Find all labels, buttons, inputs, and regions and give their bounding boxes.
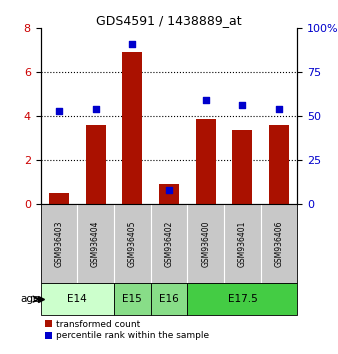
Text: E16: E16 xyxy=(159,294,179,304)
Bar xyxy=(187,283,297,315)
Text: GSM936406: GSM936406 xyxy=(274,220,284,267)
Bar xyxy=(86,125,106,204)
Point xyxy=(166,187,172,192)
Text: age: age xyxy=(21,294,40,304)
Bar xyxy=(159,184,179,204)
Point xyxy=(203,97,209,103)
Text: E17.5: E17.5 xyxy=(227,294,257,304)
Bar xyxy=(151,283,187,315)
Bar xyxy=(49,193,69,204)
Text: E14: E14 xyxy=(67,294,87,304)
Bar xyxy=(41,283,114,315)
Text: GSM936401: GSM936401 xyxy=(238,220,247,267)
Text: GSM936405: GSM936405 xyxy=(128,220,137,267)
Point xyxy=(129,41,135,47)
Bar xyxy=(269,125,289,204)
Text: GSM936402: GSM936402 xyxy=(165,220,173,267)
Bar xyxy=(114,283,151,315)
Point xyxy=(93,106,98,112)
Text: GSM936404: GSM936404 xyxy=(91,220,100,267)
Text: E15: E15 xyxy=(122,294,142,304)
Point xyxy=(276,106,282,112)
Text: GSM936403: GSM936403 xyxy=(54,220,64,267)
Legend: transformed count, percentile rank within the sample: transformed count, percentile rank withi… xyxy=(45,320,209,340)
Bar xyxy=(196,119,216,204)
Bar xyxy=(122,52,142,204)
Point xyxy=(56,108,62,114)
Point xyxy=(240,103,245,108)
Bar xyxy=(232,130,252,204)
Title: GDS4591 / 1438889_at: GDS4591 / 1438889_at xyxy=(96,14,242,27)
Text: GSM936400: GSM936400 xyxy=(201,220,210,267)
